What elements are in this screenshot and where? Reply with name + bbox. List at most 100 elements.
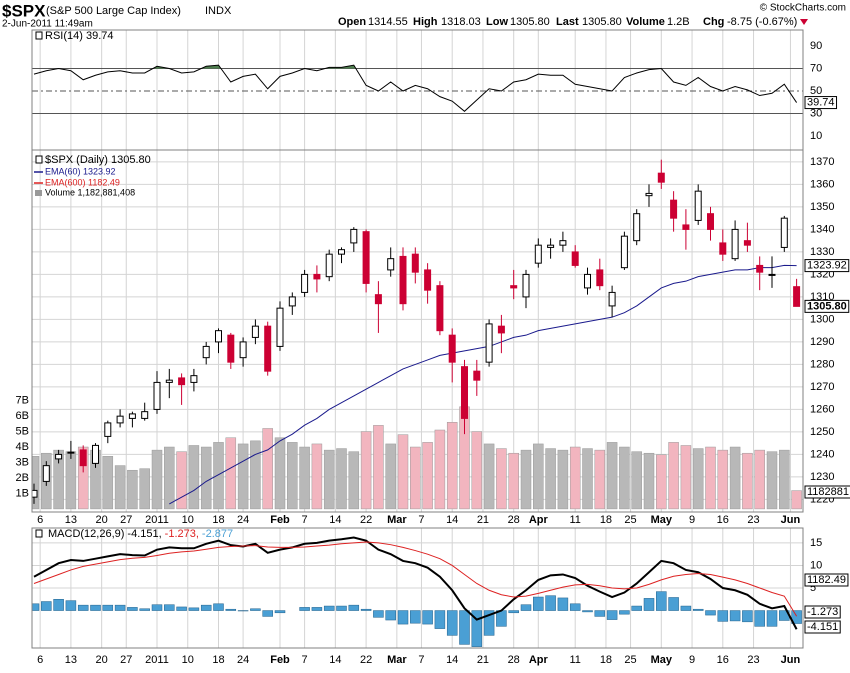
volume-bar [300,447,310,509]
volume-bar [115,466,125,509]
macd-histogram-bar [533,597,543,611]
legend: RSI(14) 39.74 [45,30,113,42]
macd-histogram-bar [164,605,174,611]
macd-histogram-bar [644,598,654,610]
macd-histogram-bar [595,611,605,617]
candle-body [302,274,308,292]
legend: $SPX (Daily) 1305.80 [45,154,151,166]
y-tick-label: 50 [810,85,822,97]
legend: Volume 1,182,881,408 [45,187,135,197]
y-tick-label: 1230 [810,471,834,483]
candle-body [400,256,406,303]
candle-body [375,295,381,304]
volume-tick-label: 1B [16,487,29,499]
candle-body [498,326,504,333]
candle-body [695,191,701,220]
candle-body [708,214,714,230]
volume-bar [361,432,371,509]
x-tick-label: 18 [600,514,612,526]
x-tick-label: 18 [600,654,612,666]
price-last-label: 1305.80 [807,300,847,312]
candle-body [658,173,664,182]
x-tick-label: 13 [65,654,77,666]
quote-value: 1305.80 [510,16,550,28]
macd-histogram-bar [41,602,51,611]
volume-bar [632,452,642,509]
y-tick-label: 15 [810,537,822,549]
candle-body [621,236,627,267]
macd-histogram-bar [214,604,224,611]
legend: EMA(600) 1182.49 [45,177,120,187]
volume-bar [706,447,716,509]
volume-bar [607,442,617,509]
candle-body [339,250,345,254]
candle-body [252,326,258,337]
legend-swatch [36,32,42,39]
x-tick-label: 14 [446,654,458,666]
ema-last-label: 1323.92 [807,260,847,272]
candle-body [572,252,578,265]
volume-bar [214,442,224,509]
volume-bar [103,456,113,509]
volume-tick-label: 7B [16,395,29,407]
macd-histogram-bar [619,611,629,615]
macd-histogram-bar [263,611,273,617]
x-tick-label: 20 [96,514,108,526]
volume-tick-label: 6B [16,410,29,422]
volume-bar [349,452,359,509]
macd-histogram-bar [78,605,88,610]
candle-body [388,259,394,270]
candle-body [548,245,554,247]
volume-bar [263,428,273,508]
macd-histogram-bar [66,601,76,611]
quote-label: Last [556,16,579,28]
volume-bar [337,449,347,509]
y-tick-label: 1270 [810,381,834,393]
candle-body [646,193,652,195]
candle-body [105,423,111,436]
x-tick-label: 23 [747,514,759,526]
datetime: 2-Jun-2011 11:49am [2,19,93,30]
candle-body [449,335,455,362]
macd-histogram-bar [509,611,519,613]
legend-swatch [35,190,42,196]
volume-bar [201,447,211,509]
volume-bar [767,452,777,509]
candle-body [289,297,295,306]
volume-bar [410,447,420,509]
candle-body [609,292,615,305]
candle-body [166,380,172,382]
candle-body [671,200,677,218]
x-tick-label: 14 [446,514,458,526]
macd-histogram-bar [583,611,593,612]
macd-histogram-bar [423,611,433,625]
candle-body [363,232,369,284]
y-tick-label: 30 [810,107,822,119]
quote-label: Volume [626,16,665,28]
x-tick-label: May [651,514,673,526]
volume-bar [755,450,765,509]
candle-body [80,450,86,466]
x-tick-label: 24 [237,654,249,666]
x-tick-label: 27 [120,654,132,666]
candle-body [326,254,332,276]
x-tick-label: 11 [569,514,580,526]
legend: EMA(60) 1323.92 [45,166,116,176]
x-tick-label: 25 [624,514,636,526]
candle-body [56,454,62,458]
candle-body [462,367,468,419]
volume-bar [250,441,260,509]
x-tick-label: 25 [624,654,636,666]
x-tick-label: 28 [508,654,520,666]
volume-bar [373,425,383,509]
x-tick-label: 20 [96,654,108,666]
quote-label: Low [486,16,508,28]
volume-bar [484,444,494,509]
volume-bar [509,453,519,509]
candle-body [683,225,689,229]
volume-bar [324,450,334,509]
legend-part: MACD(12,26,9) [48,528,124,540]
candle-body [486,324,492,362]
macd-histogram-bar [201,605,211,610]
